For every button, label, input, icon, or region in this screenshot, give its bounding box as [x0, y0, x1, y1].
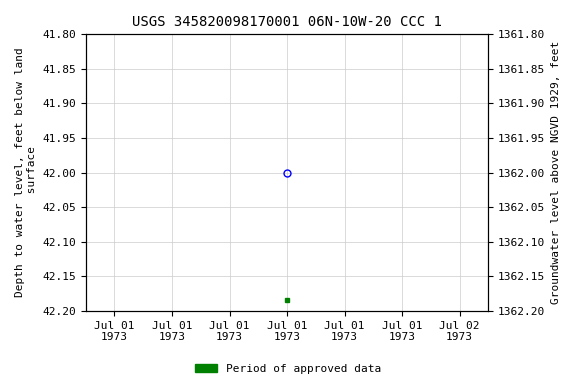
Legend: Period of approved data: Period of approved data [191, 359, 385, 379]
Title: USGS 345820098170001 06N-10W-20 CCC 1: USGS 345820098170001 06N-10W-20 CCC 1 [132, 15, 442, 29]
Y-axis label: Depth to water level, feet below land
 surface: Depth to water level, feet below land su… [15, 48, 37, 298]
Y-axis label: Groundwater level above NGVD 1929, feet: Groundwater level above NGVD 1929, feet [551, 41, 561, 304]
